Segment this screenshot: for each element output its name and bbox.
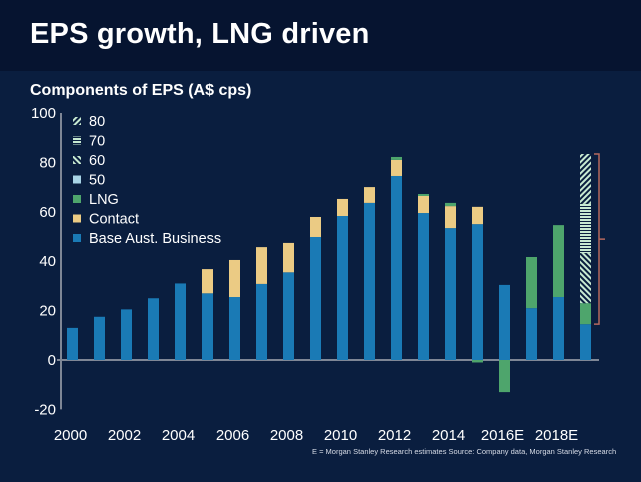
legend-swatch-s50 [73, 175, 81, 184]
bar-base-2011 [364, 202, 375, 360]
bar-base-2013 [418, 213, 429, 360]
bar-s70-2019E [580, 203, 591, 254]
bar-base-2000 [67, 327, 78, 360]
x-tick-label: 2018E [535, 427, 578, 444]
y-tick-label: 100 [31, 105, 56, 122]
header-band: EPS growth, LNG driven [0, 0, 641, 71]
bar-contact-2009 [310, 216, 321, 237]
legend-label-s80: 80 [89, 114, 105, 130]
bar-contact-2015 [472, 206, 483, 225]
legend-swatch-lng [73, 195, 81, 203]
legend-label-base: Base Aust. Business [89, 231, 221, 247]
x-tick-label: 2014 [432, 427, 465, 444]
legend-label-lng: LNG [89, 192, 119, 208]
x-tick-label: 2012 [378, 427, 411, 444]
bar-base-2008 [283, 272, 294, 360]
legend-label-s50: 50 [89, 173, 105, 189]
bar-lng-2017E [526, 257, 537, 309]
bar-lng-2018E [553, 225, 564, 298]
bar-contact-2010 [337, 198, 348, 216]
bar-base-2017E [526, 308, 537, 360]
bar-contact-2013 [418, 195, 429, 214]
x-tick-label: 2016E [481, 427, 524, 444]
bar-base-2018E [553, 297, 564, 360]
legend-swatch-base [73, 234, 81, 242]
legend-label-s60: 60 [89, 153, 105, 169]
bar-contact-2008 [283, 242, 294, 273]
bar-lng-2014 [445, 202, 456, 207]
bar-contact-2006 [229, 259, 240, 298]
bar-base-2019E [580, 324, 591, 360]
bar-base-2004 [175, 283, 186, 360]
bar-s80-2019E [580, 154, 591, 204]
x-tick-label: 2006 [216, 427, 249, 444]
bar-base-2014 [445, 228, 456, 360]
bar-base-2010 [337, 215, 348, 360]
legend-swatch-s80 [73, 117, 81, 125]
x-tick-label: 2008 [270, 427, 303, 444]
legend-swatch-s60 [73, 156, 81, 164]
x-tick-label: 2000 [54, 427, 87, 444]
bar-base-2015 [472, 224, 483, 360]
bar-lng-2016E [499, 360, 510, 393]
y-tick-label: 60 [39, 204, 56, 221]
bar-contact-2005 [202, 269, 213, 294]
source-footnote: E = Morgan Stanley Research estimates So… [312, 447, 617, 456]
bar-contact-2011 [364, 187, 375, 203]
bracket-annotation [594, 153, 605, 325]
legend-label-contact: Contact [89, 212, 139, 228]
bar-base-2016E [499, 284, 510, 360]
y-tick-label: 20 [39, 303, 56, 320]
y-tick-label: 80 [39, 154, 56, 171]
y-tick-label: 0 [48, 352, 56, 369]
bar-lng-2012 [391, 156, 402, 160]
bar-base-2005 [202, 293, 213, 360]
bar-lng-2015 [472, 360, 483, 363]
bar-base-2002 [121, 309, 132, 360]
y-tick-label: 40 [39, 253, 56, 270]
bar-contact-2014 [445, 206, 456, 229]
x-tick-label: 2002 [108, 427, 141, 444]
x-tick-label: 2004 [162, 427, 195, 444]
bar-base-2001 [94, 316, 105, 360]
page-title: EPS growth, LNG driven [30, 18, 370, 50]
y-tick-label: -20 [34, 401, 56, 418]
bar-base-2012 [391, 175, 402, 360]
bar-lng-2013 [418, 194, 429, 196]
bar-contact-2012 [391, 159, 402, 176]
bar-lng-2019E [580, 303, 591, 325]
bar-base-2006 [229, 297, 240, 360]
legend-swatch-s70 [73, 136, 81, 145]
x-tick-label: 2010 [324, 427, 357, 444]
bar-base-2003 [148, 298, 159, 360]
bar-base-2007 [256, 283, 267, 360]
bar-contact-2007 [256, 247, 267, 284]
chart-title: Components of EPS (A$ cps) [30, 82, 252, 99]
legend-swatch-contact [73, 214, 81, 223]
legend-label-s70: 70 [89, 134, 105, 150]
bar-base-2009 [310, 236, 321, 360]
bar-s60-2019E [580, 253, 591, 304]
